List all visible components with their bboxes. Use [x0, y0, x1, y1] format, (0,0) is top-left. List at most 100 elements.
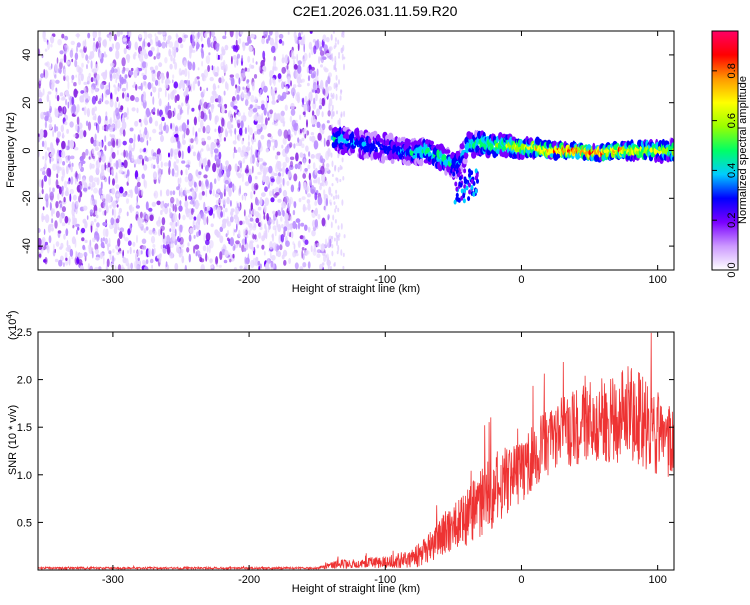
noise-blob	[308, 91, 313, 101]
noise-blob	[115, 49, 120, 60]
noise-blob	[49, 156, 51, 164]
noise-blob	[52, 249, 56, 257]
noise-blob	[245, 93, 250, 100]
signal-droop-blob	[474, 188, 478, 194]
noise-speckle	[339, 178, 342, 183]
noise-blob	[194, 199, 199, 210]
noise-blob	[315, 153, 320, 160]
noise-blob	[203, 174, 208, 179]
noise-blob	[181, 69, 186, 75]
noise-blob	[87, 244, 91, 250]
noise-blob	[128, 137, 134, 144]
signal-droop-blob	[463, 184, 467, 190]
noise-blob	[61, 33, 65, 39]
noise-blob	[44, 163, 47, 170]
noise-blob	[170, 122, 173, 130]
noise-blob	[277, 128, 283, 137]
noise-blob	[247, 214, 252, 218]
noise-blob	[322, 56, 327, 60]
noise-blob	[176, 112, 182, 121]
noise-blob	[275, 154, 279, 160]
noise-blob	[112, 73, 116, 79]
noise-blob	[203, 233, 206, 242]
noise-blob	[176, 197, 178, 202]
noise-blob	[64, 215, 69, 224]
noise-blob	[233, 267, 237, 270]
noise-blob	[219, 53, 223, 61]
noise-blob	[158, 87, 163, 92]
noise-blob	[188, 213, 193, 220]
noise-blob	[319, 124, 322, 134]
noise-blob	[148, 156, 153, 161]
noise-blob	[238, 201, 241, 207]
noise-blob	[282, 53, 284, 64]
noise-blob	[131, 107, 136, 112]
noise-blob	[325, 37, 330, 43]
noise-blob	[218, 77, 222, 84]
noise-blob	[170, 242, 174, 248]
signal-blob	[419, 158, 424, 167]
noise-blob	[319, 50, 325, 57]
noise-blob	[305, 145, 309, 152]
noise-blob	[229, 258, 232, 263]
noise-blob	[296, 76, 302, 85]
noise-blob	[82, 244, 86, 250]
noise-blob	[223, 59, 226, 69]
noise-blob	[247, 141, 250, 147]
noise-blob	[273, 120, 276, 125]
noise-blob	[258, 92, 262, 97]
noise-blob	[174, 228, 177, 237]
noise-blob	[307, 164, 311, 170]
noise-blob	[38, 48, 41, 57]
noise-blob	[151, 82, 154, 89]
noise-blob	[136, 249, 142, 256]
noise-blob	[257, 114, 262, 124]
noise-blob	[201, 140, 207, 146]
noise-blob	[170, 91, 175, 100]
noise-blob	[133, 133, 136, 143]
noise-blob	[149, 214, 154, 222]
noise-blob	[170, 148, 173, 157]
noise-blob	[190, 208, 194, 215]
noise-blob	[108, 47, 113, 52]
noise-blob	[152, 107, 156, 113]
signal-blob	[397, 137, 401, 143]
noise-blob	[116, 251, 120, 256]
noise-blob	[285, 86, 289, 94]
noise-blob	[297, 36, 302, 40]
noise-blob	[202, 245, 207, 252]
noise-blob	[196, 76, 200, 80]
noise-blob	[303, 181, 307, 191]
noise-blob	[109, 73, 113, 82]
noise-blob	[234, 149, 238, 153]
noise-blob	[235, 31, 239, 40]
noise-blob	[69, 188, 75, 195]
noise-blob	[328, 98, 333, 107]
noise-blob	[54, 74, 57, 79]
noise-blob	[159, 189, 163, 197]
noise-blob	[205, 239, 210, 246]
noise-blob	[185, 128, 190, 136]
noise-blob	[122, 129, 126, 137]
noise-blob	[113, 110, 116, 120]
noise-blob	[98, 31, 101, 38]
noise-blob	[64, 252, 68, 260]
noise-speckle	[335, 232, 338, 237]
noise-blob	[206, 245, 209, 253]
noise-blob	[168, 160, 171, 169]
noise-blob	[293, 84, 297, 89]
noise-blob	[43, 31, 46, 39]
noise-blob	[205, 189, 208, 198]
snr-y-multiplier-close: )	[7, 310, 19, 314]
noise-speckle	[331, 104, 334, 111]
noise-blob	[49, 116, 52, 124]
noise-blob	[87, 121, 92, 131]
noise-blob	[313, 97, 316, 105]
noise-blob	[94, 248, 100, 255]
noise-blob	[189, 227, 194, 234]
noise-speckle	[334, 164, 337, 168]
noise-blob	[230, 124, 234, 129]
noise-blob	[209, 76, 214, 82]
noise-blob	[219, 235, 224, 244]
noise-blob	[56, 173, 59, 179]
